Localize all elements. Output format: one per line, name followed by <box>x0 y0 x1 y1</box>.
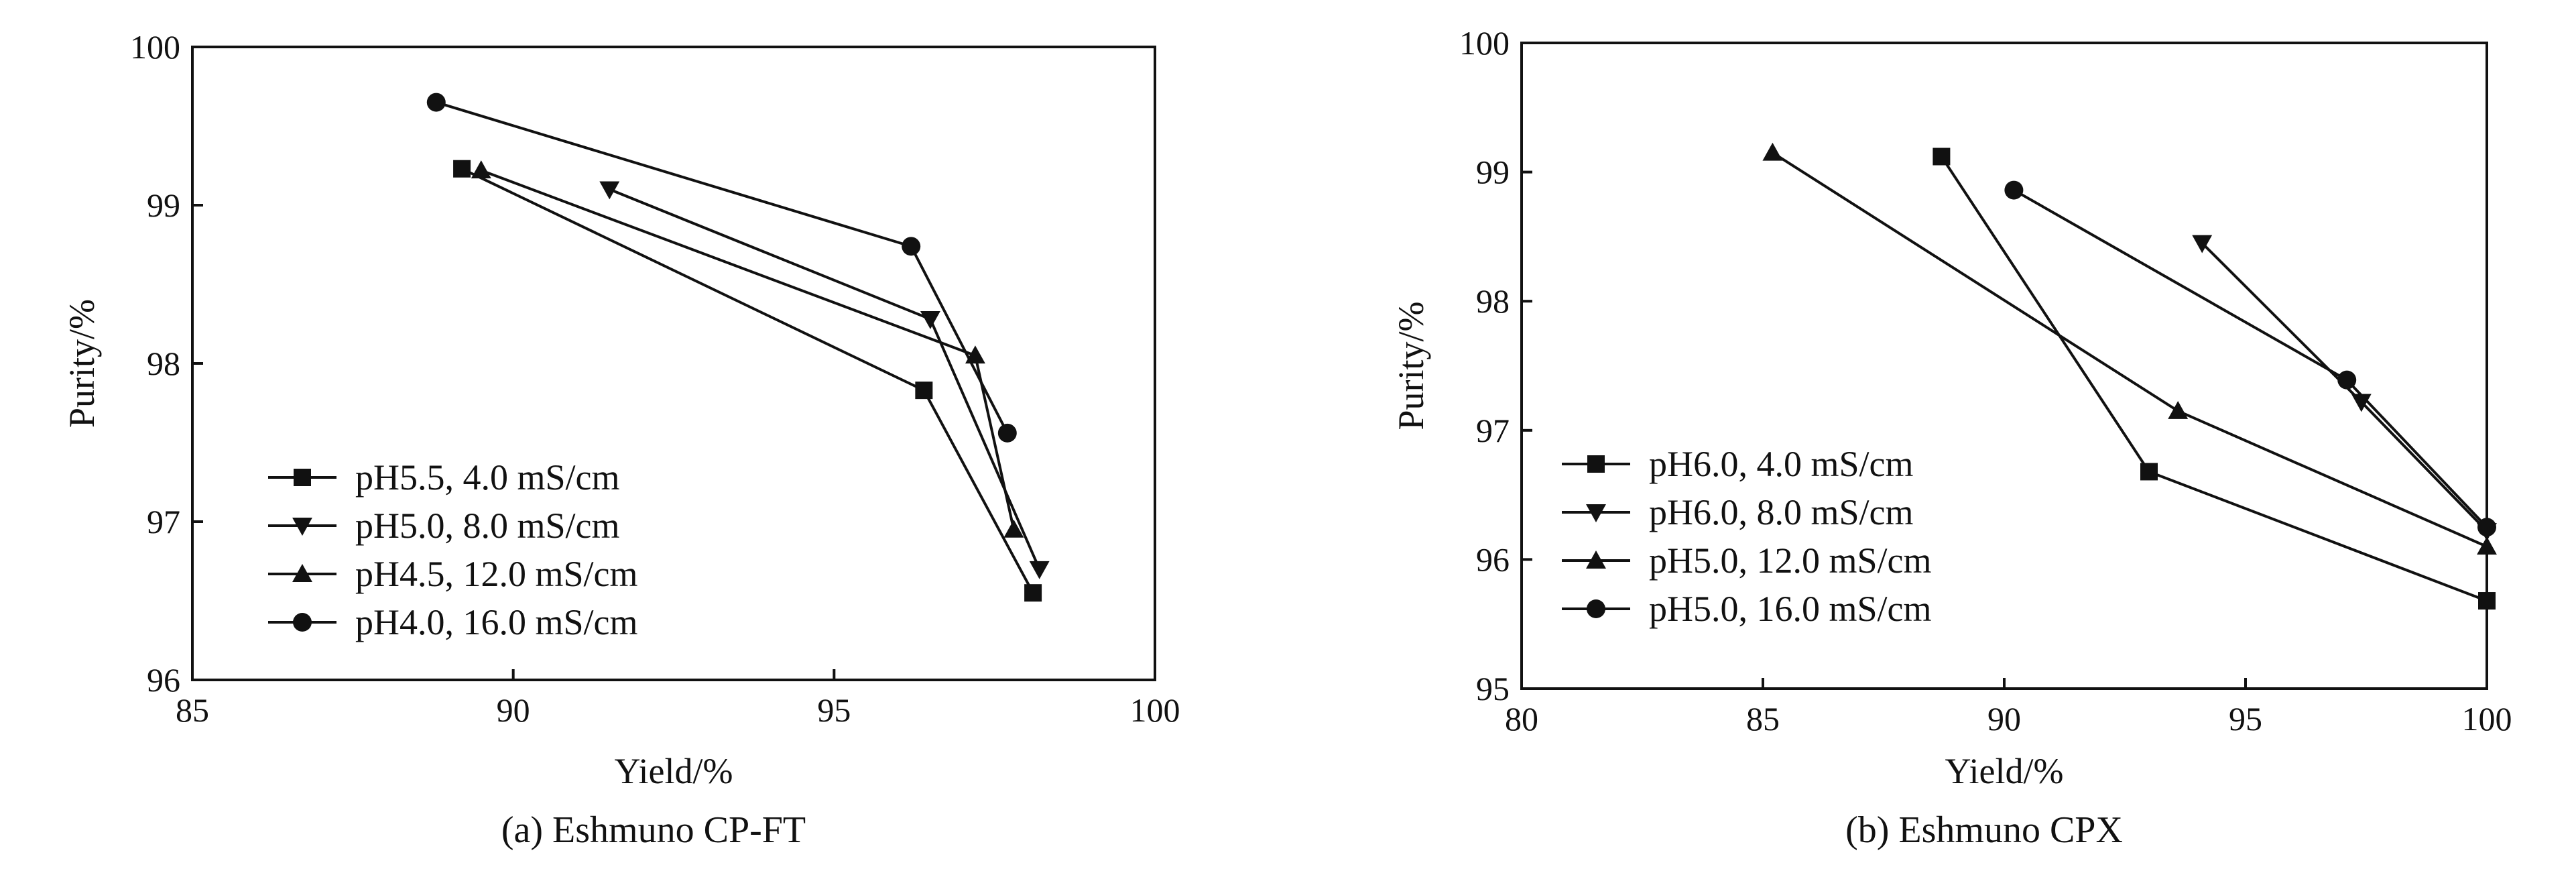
legend-marker <box>292 518 312 536</box>
legend-marker <box>293 613 312 632</box>
legend-entry: pH5.5, 4.0 mS/cm <box>268 457 620 498</box>
data-point <box>902 237 921 256</box>
data-point <box>453 160 471 178</box>
y-tick-label: 98 <box>147 345 180 382</box>
legend-marker <box>1587 599 1605 618</box>
legend-label: pH6.0, 8.0 mS/cm <box>1649 492 1914 532</box>
series-square <box>1933 148 2496 610</box>
y-tick-label: 96 <box>1476 540 1510 578</box>
data-point <box>2168 400 2189 419</box>
series-triangle-up <box>1762 142 2497 555</box>
y-tick-label: 99 <box>1476 154 1510 191</box>
data-point <box>2478 592 2496 610</box>
legend-entry: pH6.0, 4.0 mS/cm <box>1562 444 1914 484</box>
data-point <box>426 93 446 112</box>
legend-label: pH5.0, 8.0 mS/cm <box>355 506 620 546</box>
legend-entry: pH5.0, 8.0 mS/cm <box>268 506 620 546</box>
legend-marker <box>1587 455 1605 473</box>
legend-label: pH5.0, 12.0 mS/cm <box>1649 540 1932 581</box>
legend-entry: pH5.0, 16.0 mS/cm <box>1562 589 1932 629</box>
y-axis-label: Purity/% <box>62 299 102 428</box>
x-tick-label: 90 <box>1987 700 2021 738</box>
legend-label: pH4.5, 12.0 mS/cm <box>355 554 638 594</box>
series-line <box>609 188 1041 570</box>
x-tick-label: 80 <box>1505 700 1538 738</box>
legend-label: pH6.0, 4.0 mS/cm <box>1649 444 1914 484</box>
data-point <box>920 310 940 329</box>
series-circle <box>426 93 1017 443</box>
series-circle <box>2004 180 2496 537</box>
data-point <box>1933 148 1951 166</box>
x-tick-label: 100 <box>1130 691 1180 729</box>
legend-entry: pH5.0, 12.0 mS/cm <box>1562 540 1932 581</box>
x-tick-label: 85 <box>176 691 209 729</box>
y-tick-label: 97 <box>147 503 180 540</box>
y-tick-label: 97 <box>1476 412 1510 449</box>
legend-marker <box>294 469 311 486</box>
data-point <box>471 160 491 179</box>
y-tick-label: 96 <box>147 661 180 699</box>
y-tick-label: 99 <box>147 186 180 224</box>
data-point <box>915 382 933 400</box>
x-tick-label: 95 <box>2229 700 2262 738</box>
chart-b: 80 85 90 95 100 95 96 97 98 99 100 Yield/% Purity/% (… <box>1391 24 2512 851</box>
data-point <box>2140 463 2158 481</box>
data-point <box>1024 584 1042 602</box>
chart-a: 85 90 95 100 96 97 98 99 100 Yield/% Purity/% (a) E… <box>62 28 1180 851</box>
legend-entry: pH6.0, 8.0 mS/cm <box>1562 492 1914 532</box>
series-square <box>453 160 1042 602</box>
data-point <box>2004 180 2024 200</box>
data-point <box>2351 394 2372 412</box>
legend-marker <box>1586 551 1606 569</box>
legend-marker <box>292 564 312 582</box>
x-tick-label: 95 <box>817 691 851 729</box>
plot-frame <box>191 46 1156 681</box>
legend-entry: pH4.5, 12.0 mS/cm <box>268 554 638 594</box>
data-point <box>1029 561 1050 579</box>
series-line <box>1940 156 2488 602</box>
y-axis-label: Purity/% <box>1391 301 1431 430</box>
data-point <box>599 181 620 200</box>
data-point <box>1003 519 1024 538</box>
chart-caption: (b) Eshmuno CPX <box>1845 809 2123 851</box>
legend-entry: pH4.0, 16.0 mS/cm <box>268 602 638 642</box>
legend-label: pH5.5, 4.0 mS/cm <box>355 457 620 498</box>
legend-label: pH4.0, 16.0 mS/cm <box>355 602 638 642</box>
data-point <box>1762 142 1783 161</box>
data-point <box>2477 536 2497 555</box>
y-tick-label: 98 <box>1476 282 1510 320</box>
legend-label: pH5.0, 16.0 mS/cm <box>1649 589 1932 629</box>
x-tick-label: 100 <box>2462 700 2512 738</box>
data-point <box>2337 370 2357 390</box>
data-point <box>997 423 1017 443</box>
series-line <box>2013 188 2488 528</box>
y-tick-label: 100 <box>1459 24 1510 62</box>
x-axis-label: Yield/% <box>1945 751 2064 791</box>
x-tick-label: 85 <box>1746 700 1780 738</box>
y-tick-label: 95 <box>1476 670 1510 707</box>
data-point <box>2192 235 2213 253</box>
x-axis-label: Yield/% <box>615 751 733 791</box>
x-tick-label: 90 <box>497 691 530 729</box>
data-point <box>2477 518 2496 537</box>
y-tick-label: 100 <box>130 28 180 66</box>
chart-caption: (a) Eshmuno CP-FT <box>501 809 806 851</box>
legend-marker <box>1586 504 1606 522</box>
series-line <box>1772 152 2488 548</box>
